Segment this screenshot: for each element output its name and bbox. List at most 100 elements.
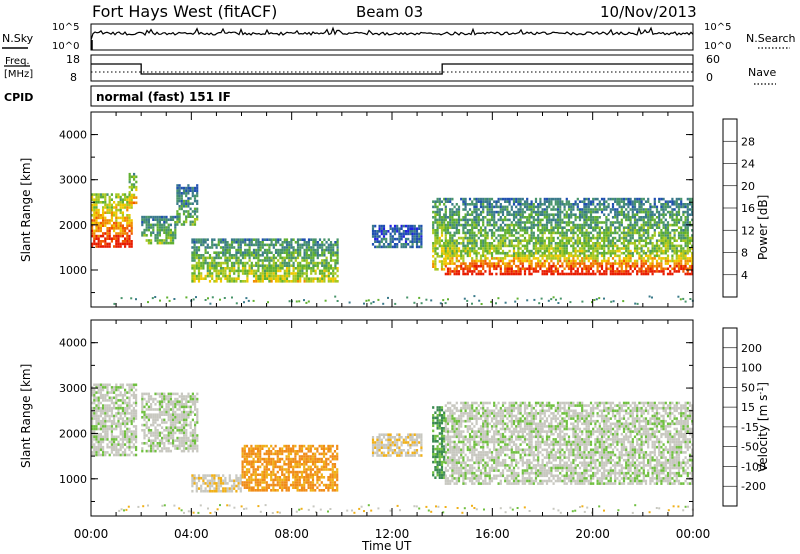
echo-cell (532, 223, 535, 227)
echo-cell (288, 243, 291, 247)
echo-cell (539, 249, 542, 253)
echo-cell (688, 267, 692, 271)
echo-cell (102, 211, 105, 214)
echo-cell (519, 254, 522, 258)
echo-cell (691, 244, 694, 248)
nsearch-label: N.Search (746, 32, 796, 45)
echo-cell (215, 243, 218, 247)
echo-cell (638, 210, 641, 214)
echo-cell (443, 249, 446, 253)
echo-cell (638, 234, 641, 237)
echo-cell (600, 210, 604, 214)
echo-cell (607, 205, 610, 209)
echo-cell (519, 210, 522, 214)
echo-cell (673, 251, 676, 255)
echo-cell (332, 272, 335, 275)
echo-cell (515, 213, 518, 216)
echo-cell (550, 218, 553, 222)
echo-cell (574, 270, 577, 273)
echo-cell (526, 239, 529, 242)
echo-cell (257, 280, 260, 283)
echo-cell (567, 200, 571, 203)
echo-cell (150, 226, 153, 229)
ground-scatter-cell (463, 297, 466, 300)
echo-cell (449, 249, 452, 253)
echo-cell (106, 242, 109, 246)
echo-cell (611, 244, 615, 248)
echo-cell (548, 242, 551, 245)
echo-cell (444, 251, 447, 255)
echo-cell (255, 248, 258, 252)
echo-cell (508, 254, 511, 258)
echo-cell (675, 205, 678, 209)
echo-cell (594, 257, 597, 260)
echo-cell (113, 448, 116, 452)
echo-cell (627, 251, 630, 255)
echo-cell (473, 197, 476, 201)
echo-cell (629, 259, 632, 263)
echo-cell (596, 270, 599, 273)
echo-cell (691, 270, 694, 273)
echo-cell (543, 247, 546, 250)
echo-cell (682, 213, 685, 216)
echo-cell (290, 243, 293, 247)
echo-cell (436, 239, 439, 242)
echo-cell (563, 259, 566, 263)
echo-cell (532, 231, 535, 235)
echo-cell (596, 267, 599, 271)
echo-cell (559, 200, 562, 203)
echo-cell (627, 203, 630, 206)
echo-cell (501, 221, 505, 224)
echo-cell (585, 270, 588, 273)
echo-cell (115, 214, 118, 217)
echo-cell (200, 264, 203, 267)
echo-cell (288, 241, 291, 244)
echo-cell (130, 229, 133, 233)
echo-cell (420, 243, 423, 246)
echo-cell (230, 238, 234, 241)
echo-cell (620, 272, 623, 276)
echo-cell (616, 231, 619, 235)
echo-cell (113, 224, 116, 227)
echo-cell (385, 245, 388, 249)
echo-cell (327, 238, 330, 241)
echo-cell (374, 224, 377, 228)
echo-cell (567, 272, 571, 276)
echo-cell (556, 247, 560, 250)
echo-cell (288, 269, 291, 273)
echo-cell (600, 203, 604, 206)
echo-cell (161, 392, 164, 396)
echo-cell (675, 229, 678, 232)
echo-cell (675, 239, 678, 242)
echo-cell (434, 203, 437, 206)
echo-cell (530, 216, 533, 219)
echo-cell (226, 248, 229, 252)
echo-cell (644, 270, 648, 273)
echo-cell (638, 267, 641, 271)
echo-cell (193, 220, 197, 224)
echo-cell (228, 269, 231, 273)
echo-cell (193, 207, 197, 211)
echo-cell (312, 277, 315, 280)
echo-cell (141, 442, 144, 445)
echo-cell (108, 227, 111, 230)
echo-cell (625, 270, 628, 273)
echo-cell (97, 414, 100, 418)
echo-cell (224, 267, 227, 270)
echo-cell (528, 234, 531, 237)
ground-scatter-cell (195, 296, 197, 299)
echo-cell (143, 442, 146, 445)
echo-cell (237, 272, 240, 275)
echo-cell (307, 248, 311, 252)
echo-cell (117, 195, 120, 199)
echo-cell (270, 280, 273, 283)
echo-cell (603, 244, 606, 248)
echo-cell (124, 237, 127, 240)
echo-cell (451, 213, 454, 216)
echo-cell (436, 197, 439, 201)
echo-cell (559, 218, 562, 222)
echo-cell (141, 223, 144, 227)
echo-cell (640, 223, 643, 227)
echo-cell (102, 399, 105, 402)
echo-cell (299, 254, 302, 257)
